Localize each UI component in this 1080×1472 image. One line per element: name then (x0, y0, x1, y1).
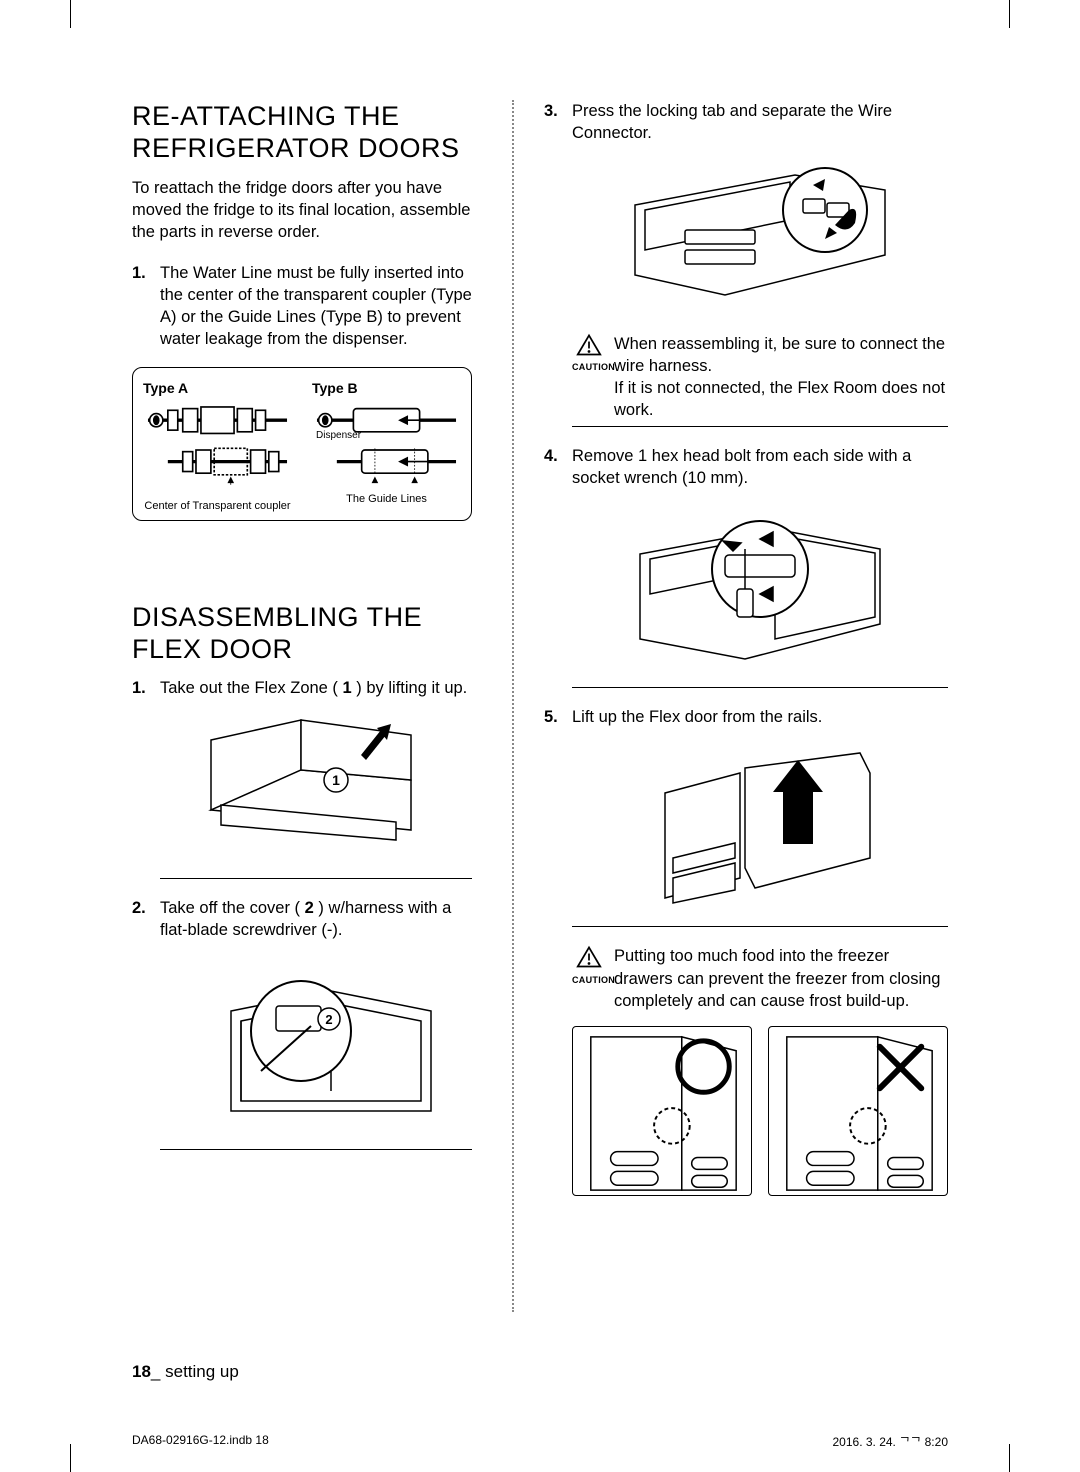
left-column: RE-ATTACHING THE REFRIGERATOR DOORS To r… (132, 100, 482, 1312)
crop-mark (70, 0, 71, 28)
step-text: The Water Line must be fully inserted in… (160, 264, 472, 349)
step5-illustration (572, 738, 948, 908)
step-number: 1. (132, 677, 146, 699)
type-b-diagram (312, 402, 461, 493)
step4-illustration (572, 499, 948, 669)
crop-mark (70, 1444, 71, 1472)
caution-block-2: CAUTION Putting too much food into the f… (572, 945, 948, 1012)
disassemble-step-5: 5. Lift up the Flex door from the rails. (544, 706, 948, 1196)
step-number: 1. (132, 262, 146, 284)
step-text: Take off the cover ( 2 ) w/harness with … (160, 899, 451, 939)
reattach-step-1: 1. The Water Line must be fully inserted… (132, 262, 472, 351)
page-footer: 18_ setting up (132, 1362, 239, 1382)
crop-mark (1009, 0, 1010, 28)
disassemble-step-2: 2. Take off the cover ( 2 ) w/harness wi… (132, 897, 472, 1151)
correct-incorrect-row (572, 1026, 948, 1196)
divider (572, 426, 948, 427)
svg-text:1: 1 (332, 772, 340, 788)
step-text: Remove 1 hex head bolt from each side wi… (572, 447, 911, 487)
divider (572, 926, 948, 927)
section-name: _ setting up (151, 1362, 239, 1381)
correct-example (572, 1026, 752, 1196)
caution-icon: CAUTION (572, 945, 606, 985)
disassemble-step-1: 1. Take out the Flex Zone ( 1 ) by lifti… (132, 677, 472, 878)
caution-text: When reassembling it, be sure to connect… (614, 333, 948, 422)
incorrect-example (768, 1026, 948, 1196)
caution-block-1: CAUTION When reassembling it, be sure to… (572, 333, 948, 422)
svg-text:2: 2 (325, 1012, 332, 1027)
section-title-reattach: RE-ATTACHING THE REFRIGERATOR DOORS (132, 100, 472, 165)
intro-text: To reattach the fridge doors after you h… (132, 177, 472, 244)
caution-label: CAUTION (572, 361, 606, 373)
type-a-label: Type A (143, 380, 292, 396)
step-number: 5. (544, 706, 558, 728)
page-content: RE-ATTACHING THE REFRIGERATOR DOORS To r… (132, 100, 948, 1312)
type-a-caption: Center of Transparent coupler (143, 500, 292, 512)
type-b-label: Type B (312, 380, 461, 396)
type-a-diagram (143, 402, 292, 493)
step-number: 4. (544, 445, 558, 467)
page-number: 18 (132, 1362, 151, 1381)
column-divider (512, 100, 514, 1312)
print-metadata: DA68-02916G-12.indb 18 2016. 3. 24. ᄀᄀ 8… (132, 1433, 948, 1450)
coupler-figure: Type A (132, 367, 472, 521)
disassemble-step-3: 3. Press the locking tab and separate th… (544, 100, 948, 427)
step-text: Lift up the Flex door from the rails. (572, 708, 822, 726)
print-file: DA68-02916G-12.indb 18 (132, 1433, 269, 1450)
divider (572, 687, 948, 688)
step-number: 3. (544, 100, 558, 122)
caution-label: CAUTION (572, 974, 606, 986)
caution-text: Putting too much food into the freezer d… (614, 945, 948, 1012)
disassemble-step-4: 4. Remove 1 hex head bolt from each side… (544, 445, 948, 689)
step-number: 2. (132, 897, 146, 919)
step2-illustration: 2 (160, 951, 472, 1131)
divider (160, 878, 472, 879)
step1-illustration: 1 (160, 710, 472, 860)
print-date: 2016. 3. 24. ᄀᄀ 8:20 (833, 1433, 949, 1450)
section-title-disassemble: DISASSEMBLING THE FLEX DOOR (132, 601, 472, 666)
caution-icon: CAUTION (572, 333, 606, 373)
divider (160, 1149, 472, 1150)
type-b-caption: The Guide Lines (312, 493, 461, 505)
step3-illustration (572, 155, 948, 315)
step-text: Take out the Flex Zone ( 1 ) by lifting … (160, 679, 467, 697)
step-text: Press the locking tab and separate the W… (572, 102, 892, 142)
right-column: 3. Press the locking tab and separate th… (544, 100, 948, 1312)
crop-mark (1009, 1444, 1010, 1472)
